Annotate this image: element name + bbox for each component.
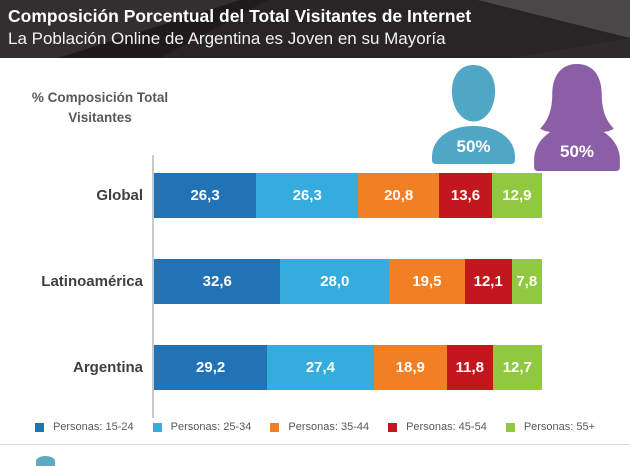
bar-segment: 7,8 [511,259,542,304]
bar-segment: 12,1 [464,259,512,304]
legend-swatch-icon [152,422,162,432]
category-label: Latinoamérica [41,273,143,290]
bar-track: 29,2 27,4 18,9 11,8 12,7 [154,345,542,390]
legend-item: Personas: 35-44 [270,421,369,433]
axis-note-line1: % Composición Total [31,90,169,105]
legend-item: Personas: 25-34 [152,421,252,433]
bar-track: 32,6 28,0 19,5 12,1 7,8 [154,259,542,304]
bar-segment: 19,5 [389,259,465,304]
legend-swatch-icon [34,422,44,432]
bar-segment: 29,2 [154,345,268,390]
bar-segment: 20,8 [358,173,440,218]
bar-rows: Global 26,3 26,3 20,8 13,6 12,9 Latinoamérica 3… [0,173,542,390]
legend-swatch-icon [388,422,398,432]
bar-segment: 32,6 [154,259,281,304]
slide-title: Composición Porcentual del Total Visitan… [8,6,472,26]
slide-header: Composición Porcentual del Total Visitan… [0,0,630,58]
legend-swatch-icon [505,422,515,432]
footer-logo-icon [36,456,55,466]
category-label: Global [96,187,143,204]
bar-segment: 12,9 [491,173,542,218]
bar-row: Latinoamérica 32,6 28,0 19,5 12,1 7,8 [0,259,542,304]
axis-note-line2: Visitantes [68,109,132,125]
bar-segment: 18,9 [373,345,447,390]
male-share-figure: 50% [428,64,519,164]
legend-label: Personas: 25-34 [170,421,252,433]
bar-segment: 27,4 [267,345,374,390]
legend-item: Personas: 45-54 [388,421,487,433]
bar-segment: 13,6 [439,173,492,218]
male-share-value: 50% [456,137,491,156]
female-share-value: 50% [559,142,595,161]
axis-note: % Composición Total Visitantes [20,88,180,127]
bar-segment: 26,3 [154,173,257,218]
category-label: Argentina [72,359,143,376]
slide-subtitle: La Población Online de Argentina es Jove… [8,28,446,48]
y-axis-line [152,155,154,418]
legend-label: Personas: 45-54 [406,421,487,433]
header-facet-background [0,0,630,58]
legend-label: Personas: 35-44 [288,421,370,433]
footer-divider [0,444,630,445]
bar-segment: 11,8 [446,345,493,390]
legend-item: Personas: 55+ [505,421,596,433]
legend-item: Personas: 15-24 [34,421,134,433]
bar-row: Global 26,3 26,3 20,8 13,6 12,9 [0,173,542,218]
bar-segment: 12,7 [492,345,542,390]
legend-label: Personas: 15-24 [52,421,134,433]
stacked-bar-chart: Global 26,3 26,3 20,8 13,6 12,9 Latinoamérica 3… [0,155,630,421]
legend-label: Personas: 55+ [523,421,596,433]
chart-legend: Personas: 15-24 Personas: 25-34 Personas: … [0,421,630,433]
female-person-icon [534,64,620,171]
bar-row: Argentina 29,2 27,4 18,9 11,8 12,7 [0,345,542,390]
bar-segment: 26,3 [256,173,359,218]
male-person-icon [432,65,515,164]
legend-swatch-icon [270,422,280,432]
bar-segment: 28,0 [280,259,390,304]
female-share-figure: 50% [529,63,625,171]
bar-track: 26,3 26,3 20,8 13,6 12,9 [154,173,542,218]
